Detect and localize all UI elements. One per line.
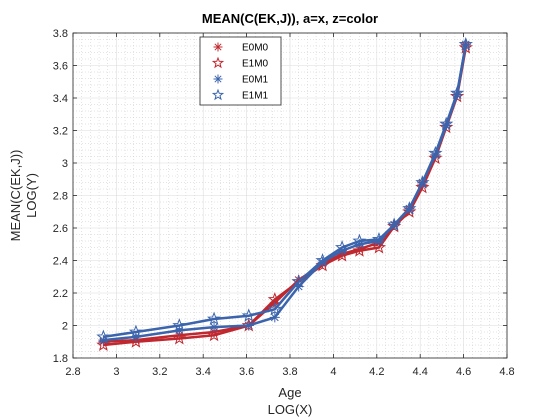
x-tick-label: 4.6 — [456, 366, 471, 378]
data-point — [267, 301, 282, 316]
ticks — [72, 32, 508, 359]
x-tick-label: 3.6 — [239, 366, 254, 378]
marker-stroke — [294, 282, 303, 291]
data-point — [335, 240, 350, 254]
legend-box — [199, 36, 282, 106]
legend-label: E1M0 — [242, 59, 269, 70]
data-point — [415, 175, 430, 189]
series-layer — [96, 36, 473, 352]
data-point — [450, 85, 465, 100]
y-axis-label: MEAN(C(EK,J)) — [8, 150, 23, 242]
marker-stroke — [270, 313, 279, 322]
y-axis-sublabel: LOG(Y) — [24, 173, 39, 218]
data-point — [402, 201, 417, 215]
y-tick-label: 3.8 — [53, 28, 68, 40]
data-point — [458, 36, 473, 51]
x-axis-label: Age — [278, 385, 301, 400]
legend: E0M0 E1M0 E0M1 E1M1 — [199, 36, 282, 106]
y-tick-label: 3 — [62, 158, 68, 170]
y-tick-label: 2.6 — [53, 223, 68, 235]
y-tick-label: 3.6 — [53, 61, 68, 73]
y-tick-label: 2.8 — [53, 191, 68, 203]
x-axis-sublabel: LOG(X) — [268, 402, 313, 417]
data-point — [387, 217, 402, 231]
x-tick-label: 4.2 — [369, 366, 384, 378]
x-tick-label: 2.8 — [65, 366, 80, 378]
legend-label: E0M0 — [242, 43, 269, 54]
legend-marker — [213, 74, 223, 84]
x-tick-label: 3.4 — [196, 366, 211, 378]
data-point — [269, 312, 280, 323]
data-point — [352, 243, 367, 257]
series-line — [103, 44, 468, 339]
y-tick-label: 2 — [62, 321, 68, 333]
y-tick-label: 3.4 — [53, 93, 68, 105]
x-tick-label: 3.8 — [282, 366, 297, 378]
data-point — [243, 320, 254, 331]
data-point — [128, 334, 143, 348]
x-tick-label: 3 — [113, 366, 119, 378]
legend-marker — [211, 88, 225, 101]
x-tick-label: 3.2 — [152, 366, 167, 378]
marker-stroke — [132, 332, 140, 341]
chart-title: MEAN(C(EK,J)), a=x, z=color — [202, 11, 378, 26]
data-point — [402, 204, 417, 218]
data-point — [428, 145, 443, 160]
marker-stroke — [244, 321, 253, 330]
y-tick-label: 1.8 — [53, 353, 68, 365]
data-point — [371, 240, 387, 254]
legend-label: E1M1 — [242, 91, 269, 102]
data-point — [172, 318, 187, 332]
series-E1M1 — [96, 36, 473, 343]
data-point — [206, 327, 222, 342]
data-point — [439, 116, 454, 131]
marker-stroke — [210, 323, 218, 332]
x-tick-label: 4 — [330, 366, 336, 378]
data-point — [371, 231, 387, 246]
marker-stroke — [214, 43, 222, 51]
data-point — [96, 329, 111, 343]
data-point — [428, 150, 443, 165]
data-point — [352, 233, 367, 248]
data-point — [291, 274, 306, 288]
y-tick-label: 3.2 — [53, 126, 68, 138]
y-tick-label: 2.4 — [53, 256, 68, 268]
marker-stroke — [214, 75, 222, 83]
tick-labels: 2.8 3 3.2 3.4 3.6 3.8 4 4.2 4.4 4.6 4.8 1.8 2 2.2 2.4 2… — [53, 28, 515, 378]
marker-stroke — [175, 326, 184, 335]
data-point — [209, 322, 220, 333]
data-point — [415, 179, 430, 194]
data-point — [241, 308, 256, 322]
data-point — [315, 253, 330, 267]
legend-entries: E0M0 E1M0 E0M1 E1M1 — [211, 42, 269, 102]
legend-label: E0M1 — [242, 75, 269, 86]
x-tick-label: 4.4 — [413, 366, 428, 378]
y-tick-label: 2.2 — [53, 288, 68, 300]
legend-marker — [211, 56, 225, 69]
data-point — [128, 324, 143, 339]
legend-marker — [213, 42, 223, 52]
data-point — [96, 337, 111, 352]
data-point — [172, 331, 187, 345]
data-point — [206, 311, 222, 326]
x-tick-label: 4.8 — [499, 366, 514, 378]
